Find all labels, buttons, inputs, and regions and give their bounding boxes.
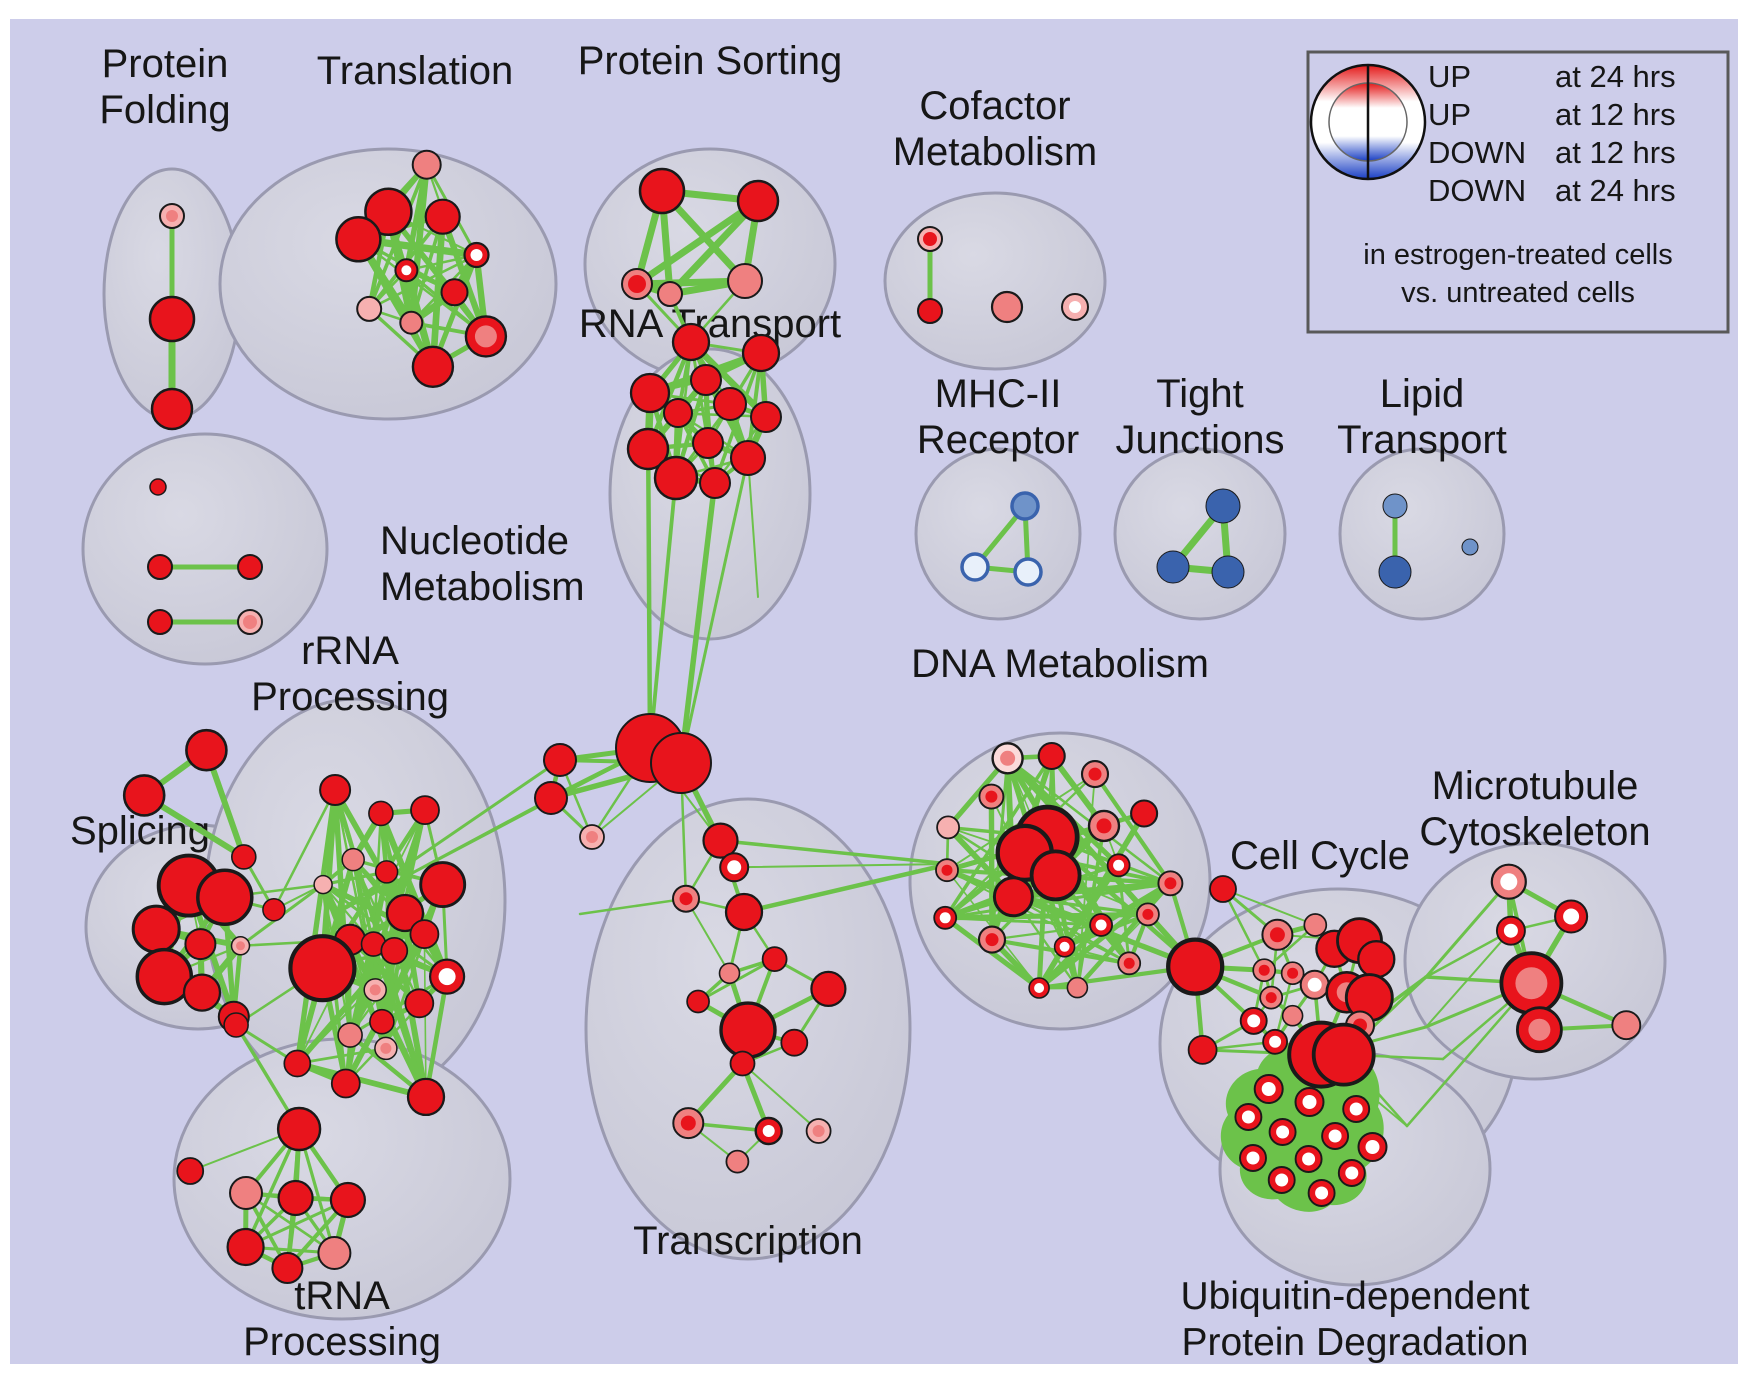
svg-text:Processing: Processing [251, 675, 449, 719]
svg-text:rRNA: rRNA [301, 629, 399, 673]
svg-text:Protein Sorting: Protein Sorting [578, 39, 843, 83]
svg-text:DOWN: DOWN [1428, 173, 1526, 208]
svg-text:Cofactor: Cofactor [919, 84, 1070, 128]
svg-text:Microtubule: Microtubule [1432, 764, 1639, 808]
svg-text:Ubiquitin-dependent: Ubiquitin-dependent [1180, 1275, 1529, 1318]
svg-text:Junctions: Junctions [1116, 418, 1285, 462]
svg-text:Cytoskeleton: Cytoskeleton [1419, 810, 1650, 854]
svg-text:MHC-II: MHC-II [935, 372, 1062, 416]
svg-text:at 12 hrs: at 12 hrs [1555, 97, 1676, 132]
svg-text:UP: UP [1428, 59, 1471, 94]
svg-text:in estrogen-treated cells: in estrogen-treated cells [1363, 239, 1673, 271]
svg-text:Translation: Translation [317, 49, 513, 93]
svg-text:DNA Metabolism: DNA Metabolism [911, 642, 1209, 686]
svg-text:Protein: Protein [102, 42, 229, 86]
svg-text:Folding: Folding [99, 88, 230, 132]
svg-text:RNA Transport: RNA Transport [579, 302, 841, 346]
svg-text:vs. untreated cells: vs. untreated cells [1401, 277, 1635, 309]
svg-text:tRNA: tRNA [294, 1274, 390, 1318]
svg-text:Nucleotide: Nucleotide [380, 519, 569, 563]
svg-text:Receptor: Receptor [917, 418, 1079, 462]
svg-text:Tight: Tight [1156, 372, 1243, 416]
svg-text:Cell Cycle: Cell Cycle [1230, 834, 1410, 878]
svg-text:Lipid: Lipid [1380, 372, 1465, 416]
svg-text:UP: UP [1428, 97, 1471, 132]
svg-text:Transport: Transport [1337, 418, 1507, 462]
svg-text:Transcription: Transcription [633, 1219, 863, 1263]
svg-text:Metabolism: Metabolism [380, 565, 585, 609]
svg-text:Processing: Processing [243, 1320, 441, 1364]
svg-text:at 24 hrs: at 24 hrs [1555, 59, 1676, 94]
svg-text:DOWN: DOWN [1428, 135, 1526, 170]
svg-text:Protein Degradation: Protein Degradation [1182, 1321, 1529, 1364]
svg-text:at 12 hrs: at 12 hrs [1555, 135, 1676, 170]
svg-text:Metabolism: Metabolism [893, 130, 1098, 174]
svg-text:at 24 hrs: at 24 hrs [1555, 173, 1676, 208]
